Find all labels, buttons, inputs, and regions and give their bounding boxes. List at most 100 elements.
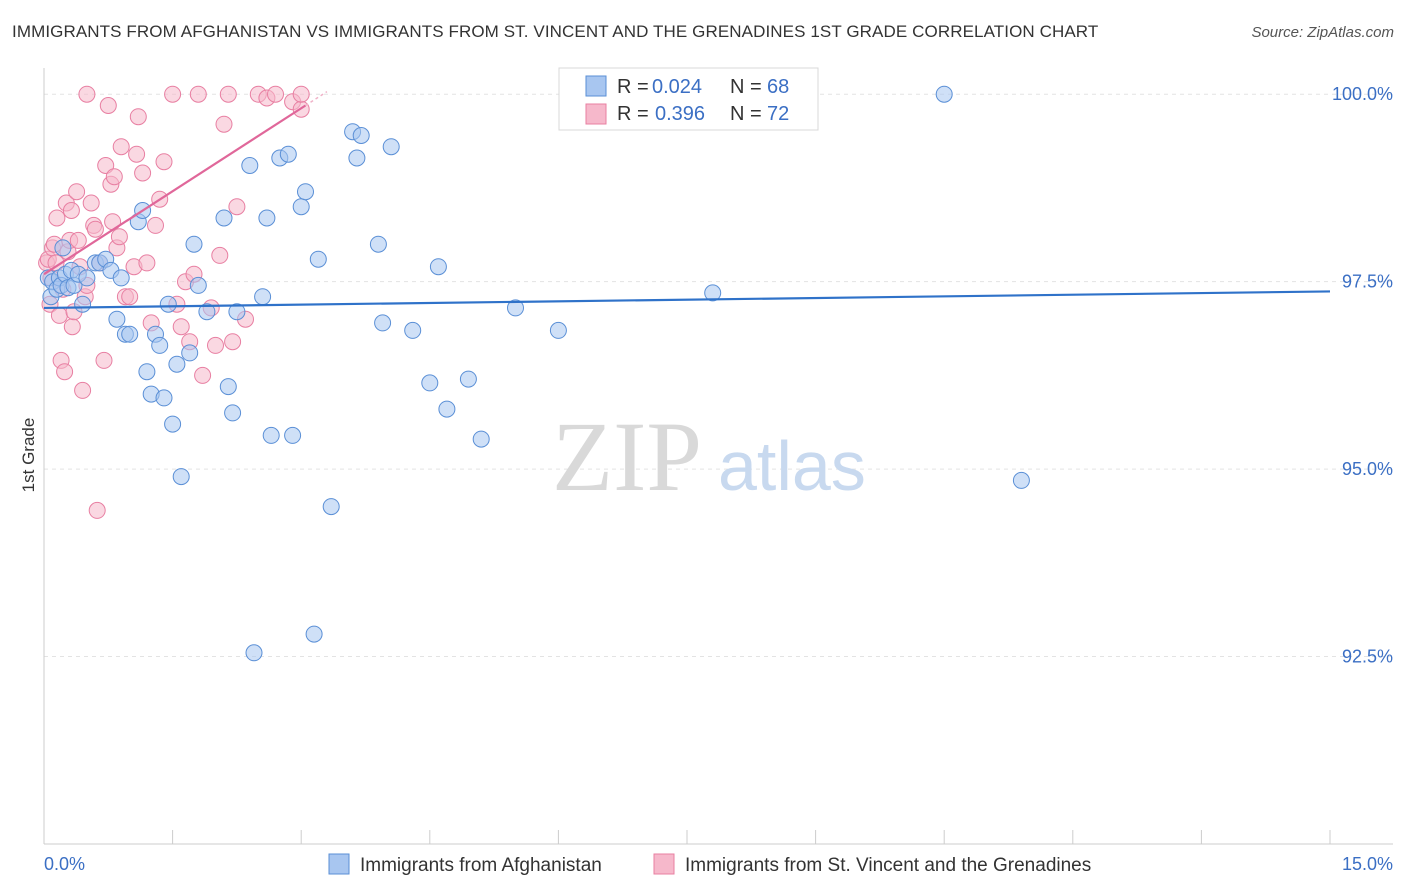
pink-point — [50, 306, 68, 324]
x-tick-label-min: 0.0% — [44, 854, 85, 874]
pink-point — [219, 85, 237, 103]
watermark-zip: ZIP — [552, 401, 702, 512]
pink-point — [69, 231, 87, 249]
pink-point — [147, 216, 164, 234]
pink-point — [121, 288, 139, 306]
blue-point — [374, 314, 392, 332]
x-tick-label-max: 15.0% — [1342, 854, 1393, 874]
pink-point — [110, 228, 128, 246]
blue-point — [297, 183, 314, 201]
pink-trend-line — [43, 104, 307, 276]
pink-point — [82, 194, 100, 212]
legend-swatch-pink — [585, 103, 607, 125]
blue-point — [459, 370, 477, 388]
y-tick-label: 95.0% — [1342, 459, 1393, 479]
blue-point — [507, 299, 524, 317]
pink-point — [128, 145, 146, 163]
series-legend-swatch-blue — [328, 853, 350, 875]
legend-r-value-pink: 0.396 — [655, 103, 705, 125]
pink-point — [207, 336, 224, 354]
legend-r-label-pink: R = — [617, 103, 649, 125]
blue-series-points — [39, 85, 1030, 662]
grid-layer — [44, 93, 1393, 658]
series-legend-label-pink: Immigrants from St. Vincent and the Gren… — [685, 855, 1091, 876]
blue-point — [322, 498, 340, 516]
blue-point — [279, 145, 297, 163]
watermark: ZIP atlas — [552, 401, 866, 512]
series-legend-label-blue: Immigrants from Afghanistan — [360, 855, 602, 876]
pink-point — [86, 220, 104, 238]
blue-point — [159, 295, 177, 313]
blue-point — [472, 430, 490, 448]
legend-n-label-blue: N = — [730, 76, 762, 98]
blue-point — [404, 321, 422, 339]
pink-point — [138, 254, 156, 272]
blue-point — [74, 295, 92, 313]
blue-point — [215, 209, 233, 227]
blue-point — [704, 284, 722, 302]
blue-point — [54, 239, 72, 257]
blue-point — [168, 355, 186, 373]
chart-title: IMMIGRANTS FROM AFGHANISTAN VS IMMIGRANT… — [12, 22, 1099, 41]
pink-point — [62, 202, 80, 219]
blue-point — [112, 269, 130, 287]
pink-point — [99, 97, 117, 114]
watermark-atlas: atlas — [718, 427, 866, 505]
blue-point — [309, 250, 327, 268]
legend-r-value-blue: 0.024 — [652, 76, 702, 98]
pink-point — [56, 363, 74, 381]
pink-point — [215, 115, 233, 133]
source-label: Source: ZipAtlas.com — [1251, 24, 1394, 41]
blue-point — [78, 269, 96, 287]
blue-point — [198, 303, 216, 321]
pink-point — [105, 168, 123, 186]
blue-point — [245, 644, 263, 662]
blue-point — [254, 288, 272, 306]
stats-legend: R = 0.024 N = 68 R = 0.396 N = 72 — [558, 67, 819, 131]
blue-point — [284, 426, 302, 444]
pink-point — [74, 381, 92, 399]
blue-point — [224, 404, 242, 422]
blue-point — [421, 374, 439, 392]
trend-lines — [43, 91, 1331, 310]
pink-point — [68, 183, 86, 201]
y-tick-label: 97.5% — [1342, 272, 1393, 292]
blue-point — [219, 378, 237, 396]
blue-point — [121, 325, 139, 343]
pink-point — [129, 108, 147, 126]
blue-point — [181, 344, 199, 362]
blue-point — [108, 310, 126, 328]
pink-point — [63, 318, 81, 336]
y-tick-labels: 92.5% 95.0% 97.5% 100.0% — [1332, 84, 1393, 666]
blue-point — [935, 85, 953, 103]
pink-point — [112, 138, 130, 156]
blue-point — [369, 235, 387, 253]
pink-point — [189, 85, 207, 103]
pink-point — [97, 157, 115, 174]
blue-point — [549, 321, 567, 339]
blue-point — [164, 415, 182, 433]
blue-point — [305, 625, 323, 643]
pink-trend-extension — [305, 91, 328, 107]
pink-point — [134, 164, 152, 182]
blue-trend-line — [43, 290, 1331, 310]
pink-point — [194, 366, 212, 384]
blue-point — [151, 336, 169, 354]
pink-point — [155, 153, 173, 171]
blue-point — [348, 149, 366, 167]
blue-point — [292, 198, 310, 216]
pink-point — [224, 333, 242, 351]
blue-point — [258, 209, 276, 227]
blue-point — [138, 363, 156, 381]
blue-point — [185, 235, 203, 253]
legend-n-label-pink: N = — [730, 103, 762, 125]
blue-point — [352, 127, 370, 144]
pink-point — [267, 85, 284, 103]
blue-point — [429, 258, 447, 276]
blue-point — [382, 138, 400, 156]
y-tick-label: 92.5% — [1342, 647, 1393, 667]
blue-point — [262, 426, 280, 444]
blue-point — [1012, 471, 1030, 489]
legend-n-value-blue: 68 — [767, 76, 789, 98]
axes-layer — [43, 68, 1393, 845]
